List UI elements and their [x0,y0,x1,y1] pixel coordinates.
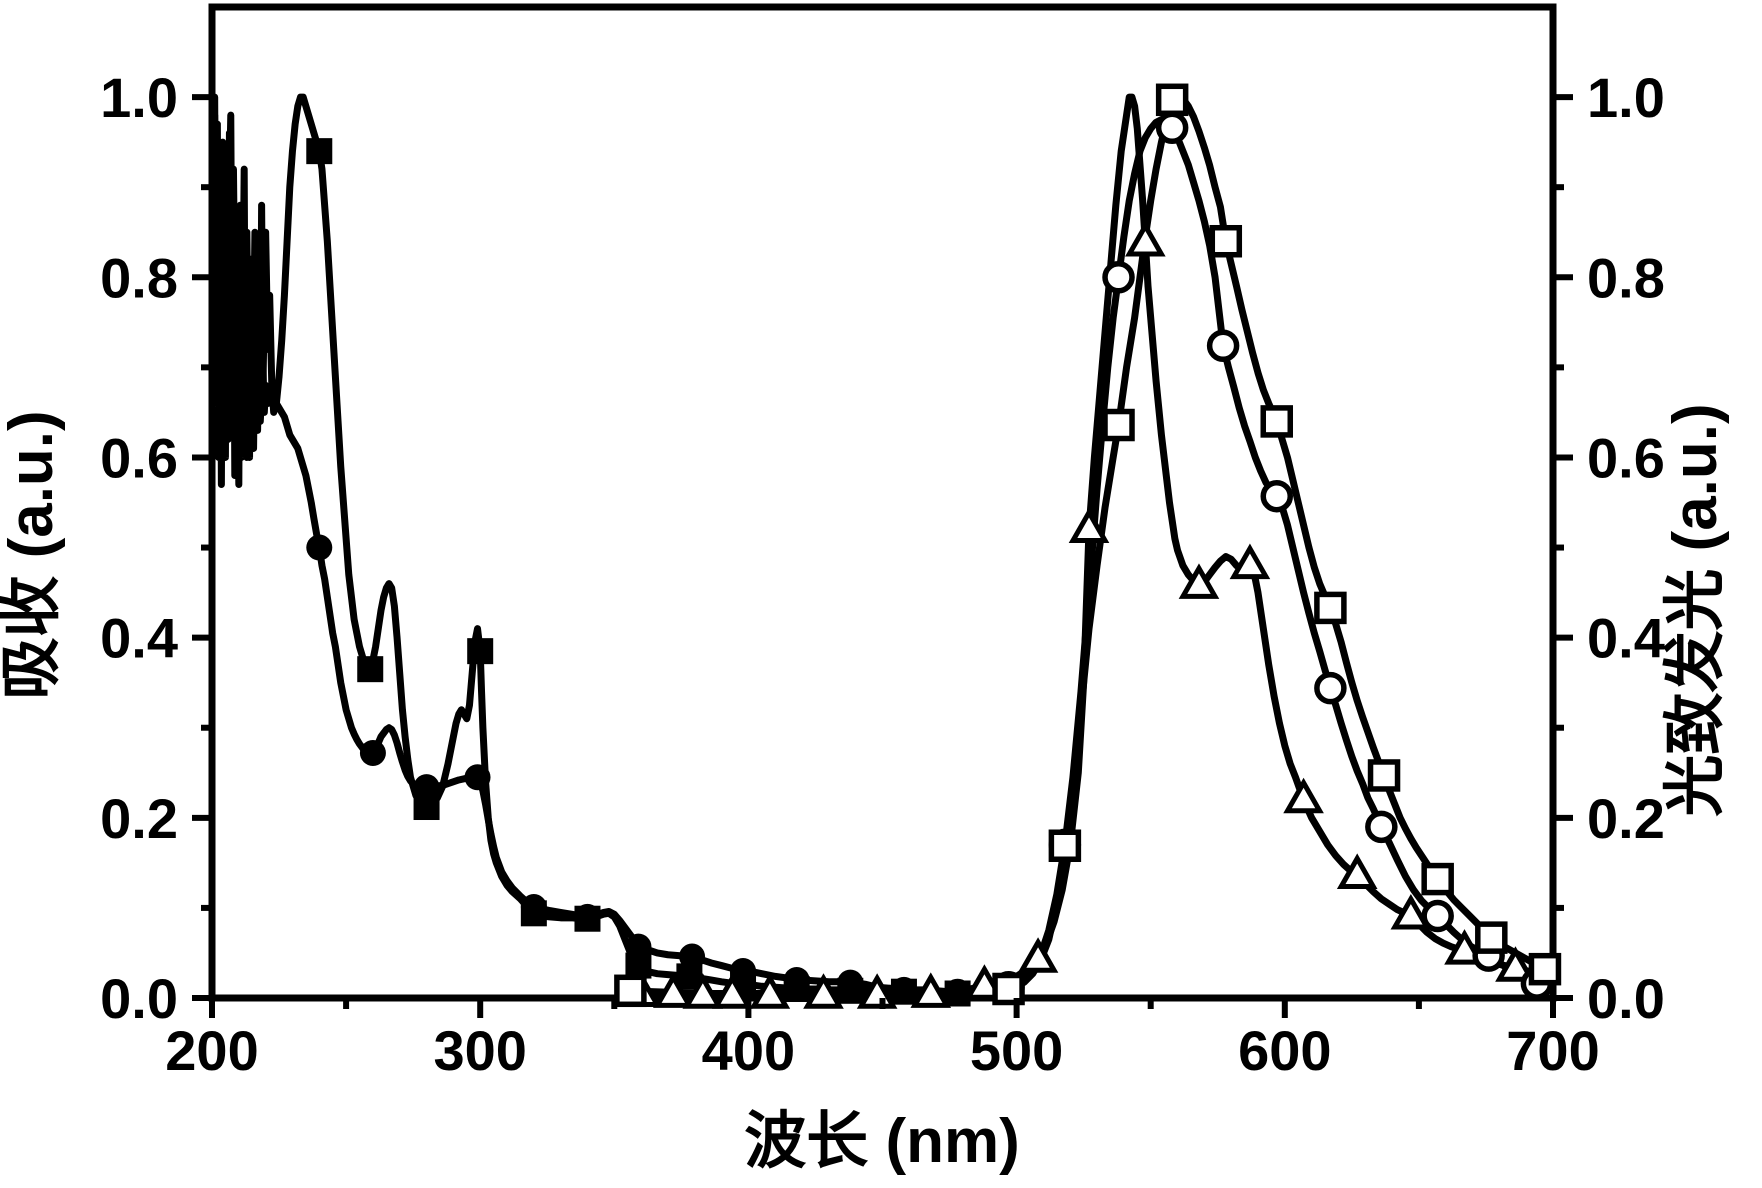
x-tick-label-200: 200 [165,1019,258,1082]
open-square-marker [1260,405,1294,438]
open-square-marker [1102,408,1135,442]
left-y-tick-label-1.0: 1.0 [100,66,178,129]
open-circle-marker [1206,329,1240,362]
filled-circle-marker [520,894,547,921]
open-triangle-marker [1336,853,1378,889]
filled-circle-marker [837,969,864,996]
open-triangle-marker [682,973,724,1009]
open-triangle-marker [1283,777,1324,814]
open-circle-marker [1260,479,1294,513]
open-circle-marker [1314,671,1347,705]
open-triangle-marker [712,973,753,1009]
open-circle-marker [1155,111,1189,144]
right-y-tick-label-0.8: 0.8 [1587,246,1665,309]
x-tick-label-400: 400 [702,1019,795,1082]
markers-absorption-filled-square [306,138,971,1007]
filled-square-marker [467,638,494,665]
open-triangle-marker [1495,946,1536,982]
left-y-tick-label-0.2: 0.2 [100,787,178,850]
open-triangle-marker [803,973,844,1009]
left-y-tick-label-0.4: 0.4 [100,607,178,670]
filled-square-marker [357,656,384,683]
filled-circle-marker [730,957,757,984]
series-pl-open-triangle [621,93,1552,999]
series-absorption-filled-square [208,93,1021,998]
axis-ticks [192,94,1573,1018]
right-y-tick-label-0.0: 0.0 [1587,967,1665,1030]
curve-absorption-filled-circle [208,93,1021,997]
open-square-marker [1475,921,1508,954]
open-square-marker [1367,759,1401,792]
left-y-tick-label-0.8: 0.8 [100,246,178,309]
filled-circle-marker [464,764,491,791]
open-triangle-marker [1390,893,1432,930]
markers-pl-open-triangle [620,220,1536,1009]
open-square-marker [1314,591,1347,625]
open-circle-marker [1421,899,1454,933]
left-y-tick-label-0.6: 0.6 [100,426,178,489]
left-y-tick-label-0.0: 0.0 [100,967,178,1030]
filled-circle-marker [679,943,706,970]
right-y-tick-label-0.4: 0.4 [1587,607,1665,670]
open-square-marker [1528,952,1562,986]
open-square-marker [1048,829,1082,862]
markers-pl-open-square [614,83,1562,1008]
x-tick-label-600: 600 [1238,1019,1331,1082]
plot-frame [208,3,1557,1002]
open-square-marker [614,974,647,1008]
filled-circle-marker [359,739,386,766]
curve-pl-open-triangle [621,93,1552,999]
open-triangle-marker [910,972,952,1008]
curve-absorption-filled-square [208,93,1021,998]
markers-absorption-filled-circle [306,534,971,1005]
markers-pl-open-circle [992,111,1554,1004]
open-triangle-marker [749,973,791,1009]
open-triangle-marker [1229,543,1271,580]
filled-circle-marker [574,903,601,930]
filled-circle-marker [783,966,810,993]
open-triangle-marker [1068,507,1110,544]
series-absorption-filled-circle [208,93,1021,997]
filled-circle-marker [625,933,652,960]
filled-circle-marker [413,774,440,801]
open-circle-marker [1102,261,1135,294]
x-tick-label-500: 500 [970,1019,1063,1082]
open-square-marker [992,972,1025,1006]
open-square-marker [1421,862,1454,896]
filled-circle-marker [306,534,333,561]
filled-circle-marker [944,978,971,1005]
open-square-marker [1155,83,1189,117]
left-y-axis-title: 吸收 (a.u.) [0,410,66,699]
x-tick-label-700: 700 [1506,1019,1599,1082]
filled-square-marker [306,138,333,165]
open-square-marker [1209,224,1243,258]
right-y-axis-title: 光致发光 (a.u.) [1661,403,1730,816]
axes-frame [208,3,1557,1002]
series-layer [208,93,1552,999]
x-tick-label-300: 300 [433,1019,526,1082]
right-y-tick-label-0.6: 0.6 [1587,426,1665,489]
filled-circle-marker [890,976,917,1003]
open-triangle-marker [1125,220,1166,257]
open-triangle-marker [1178,563,1220,599]
marker-layer [306,83,1562,1009]
open-triangle-marker [1017,937,1059,973]
right-y-tick-label-1.0: 1.0 [1587,66,1665,129]
right-y-tick-label-0.2: 0.2 [1587,787,1665,850]
open-circle-marker [1365,810,1398,844]
open-triangle-marker [652,972,694,1008]
x-axis-title: 波长 (nm) [744,1107,1020,1176]
